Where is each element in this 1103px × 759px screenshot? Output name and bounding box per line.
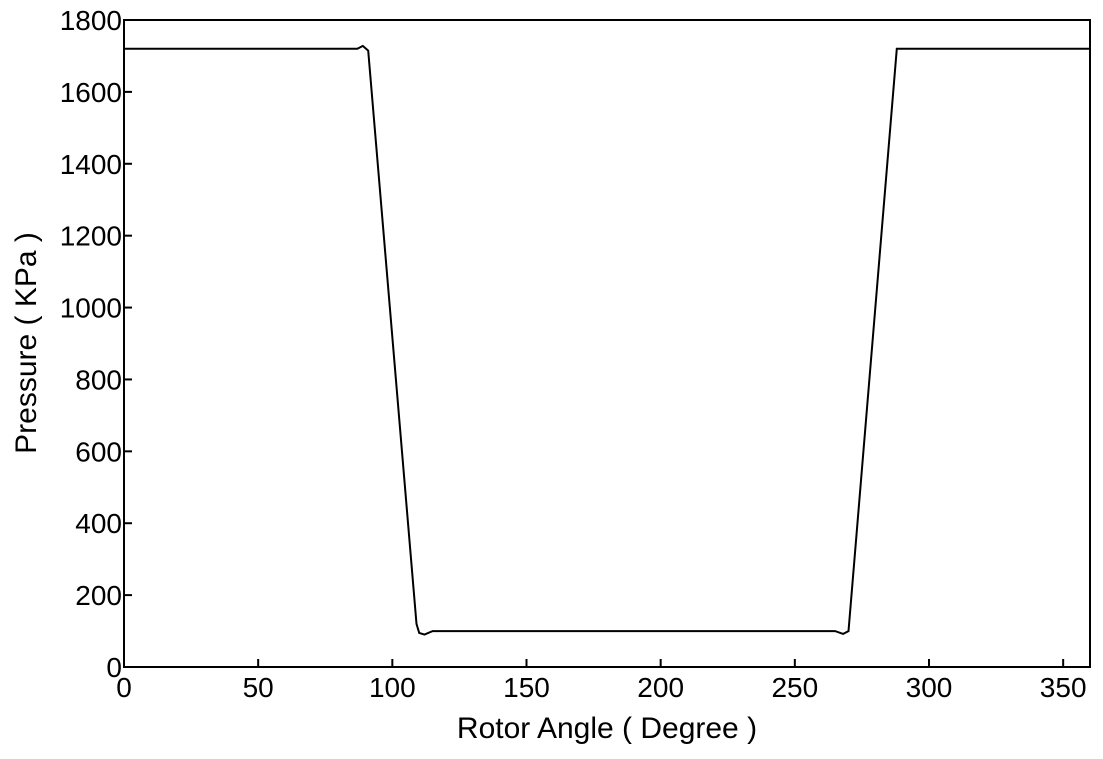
y-tick-label: 200 bbox=[75, 580, 122, 611]
y-tick-label: 1200 bbox=[60, 221, 122, 252]
y-tick-label: 600 bbox=[75, 436, 122, 467]
series-line bbox=[124, 44, 1090, 636]
x-axis-label: Rotor Angle ( Degree ) bbox=[457, 712, 757, 745]
x-tick-label: 200 bbox=[637, 672, 684, 703]
x-tick-label: 300 bbox=[906, 672, 953, 703]
y-tick-label: 400 bbox=[75, 508, 122, 539]
x-tick-label: 0 bbox=[116, 672, 132, 703]
x-tick-label: 350 bbox=[1040, 672, 1087, 703]
x-tick-label: 100 bbox=[369, 672, 416, 703]
x-tick-label: 50 bbox=[243, 672, 274, 703]
x-tick-label: 150 bbox=[503, 672, 550, 703]
x-axis-ticks: 0 50 100 150 200 250 300 350 bbox=[116, 659, 1087, 703]
y-tick-label: 1000 bbox=[60, 293, 122, 324]
y-tick-label: 1400 bbox=[60, 149, 122, 180]
x-tick-label: 250 bbox=[771, 672, 818, 703]
y-tick-label: 0 bbox=[106, 652, 122, 683]
y-axis-label: Pressure ( KPa ) bbox=[10, 232, 43, 454]
y-tick-label: 800 bbox=[75, 364, 122, 395]
y-tick-label: 1800 bbox=[60, 5, 122, 36]
y-tick-label: 1600 bbox=[60, 77, 122, 108]
plot-frame bbox=[123, 19, 1091, 668]
y-axis-ticks: 0 200 400 600 800 1000 1200 1400 1600 1800 bbox=[60, 5, 132, 683]
